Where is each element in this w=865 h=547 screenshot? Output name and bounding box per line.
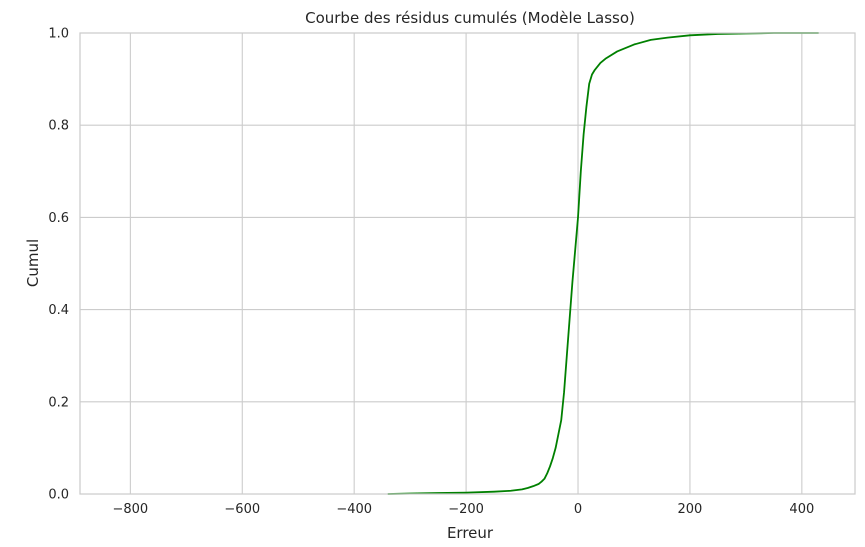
series-line-cumulative bbox=[387, 32, 819, 495]
x-tick-label: 400 bbox=[789, 502, 814, 517]
plot-frame bbox=[79, 32, 856, 495]
plot-area bbox=[387, 32, 819, 495]
x-tick-label: −800 bbox=[113, 502, 149, 517]
x-tick-label: −200 bbox=[448, 502, 484, 517]
y-tick-label: 0.6 bbox=[48, 211, 69, 226]
y-tick-label: 0.8 bbox=[48, 119, 69, 134]
y-tick-label: 0.2 bbox=[48, 395, 69, 410]
x-tick-label: 200 bbox=[678, 502, 703, 517]
chart-title: Courbe des résidus cumulés (Modèle Lasso… bbox=[305, 9, 635, 27]
x-axis-label: Erreur bbox=[447, 524, 494, 542]
y-axis-label: Cumul bbox=[24, 239, 42, 287]
x-axis-ticks: −800 −600 −400 −200 0 200 400 bbox=[113, 502, 815, 517]
y-tick-label: 1.0 bbox=[48, 27, 69, 42]
y-axis-ticks: 0.0 0.2 0.4 0.6 0.8 1.0 bbox=[48, 27, 69, 503]
y-tick-label: 0.4 bbox=[48, 303, 69, 318]
x-tick-label: 0 bbox=[574, 502, 582, 517]
y-tick-label: 0.0 bbox=[48, 488, 69, 503]
x-tick-label: −600 bbox=[224, 502, 260, 517]
x-tick-label: −400 bbox=[336, 502, 372, 517]
